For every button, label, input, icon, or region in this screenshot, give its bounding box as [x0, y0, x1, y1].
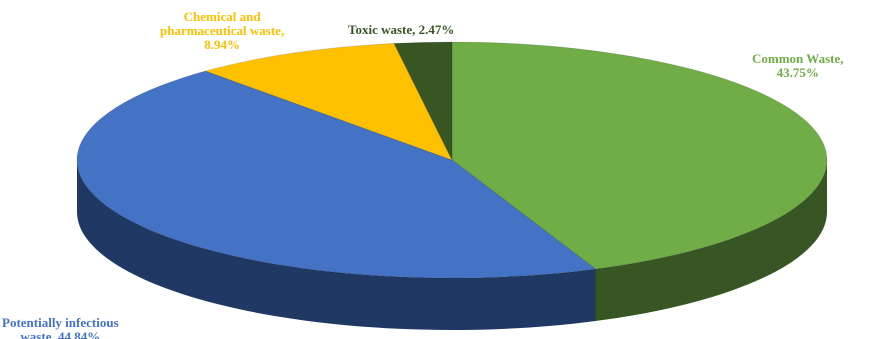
label-common-waste: Common Waste, 43.75%: [752, 52, 843, 80]
data-label-line: waste, 44.84%: [20, 329, 101, 339]
slice-chemical-and-pharmaceutical-waste: [204, 43, 453, 161]
label-toxic-waste: Toxic waste, 2.47%: [348, 23, 454, 37]
label-potentially-infectious-waste: Potentially infectious waste, 44.84%: [2, 316, 119, 339]
data-label-line: 43.75%: [776, 65, 819, 80]
slice-side-common-waste: [595, 160, 827, 322]
slice-common-waste: [451, 41, 828, 270]
data-label-line: Common Waste,: [752, 51, 844, 66]
data-label-line: Toxic waste, 2.47%: [348, 22, 455, 37]
data-label-line: pharmaceutical waste,: [160, 23, 285, 38]
slice-potentially-infectious-waste: [76, 70, 597, 279]
slice-side-potentially-infectious-waste: [77, 160, 596, 331]
label-chemical-pharmaceutical-waste: Chemical and pharmaceutical waste, 8.94%: [160, 10, 284, 52]
data-label-line: Chemical and: [183, 9, 261, 24]
slice-toxic-waste: [393, 41, 453, 161]
data-label-line: Potentially infectious: [2, 315, 119, 330]
data-label-line: 8.94%: [204, 37, 240, 52]
